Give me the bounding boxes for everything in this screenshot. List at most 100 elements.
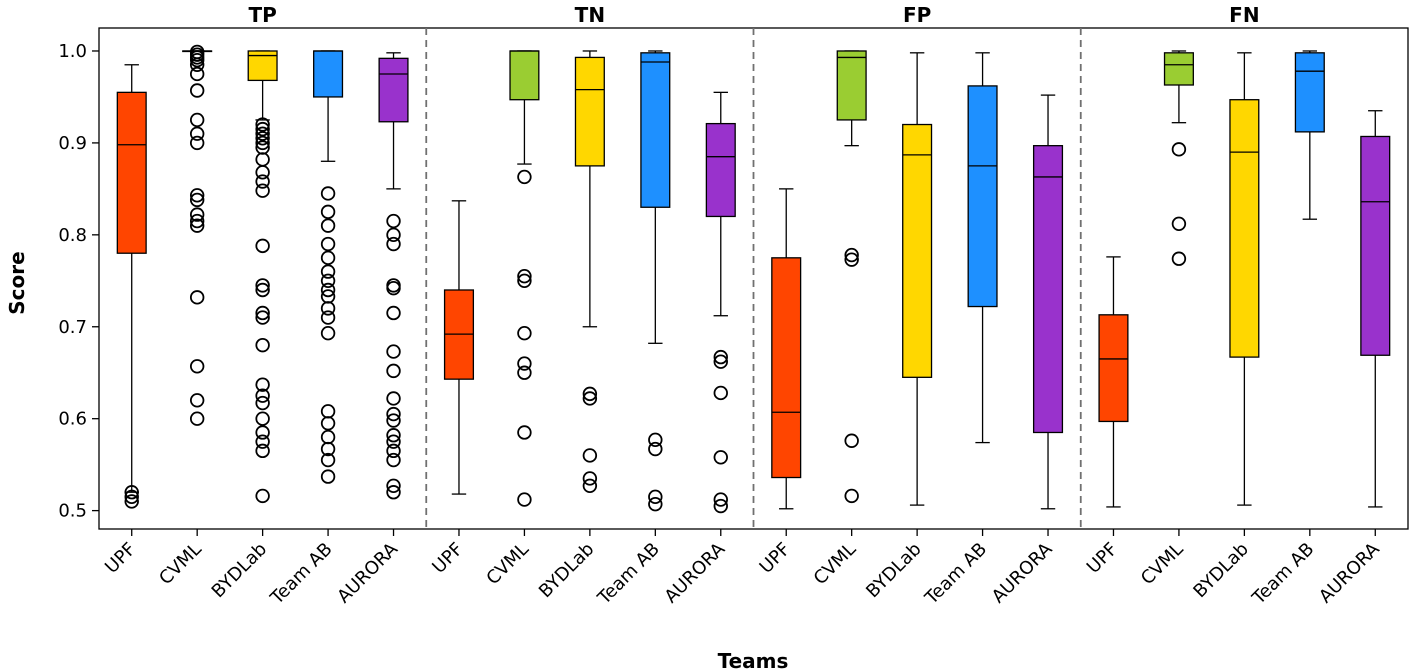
outlier-point: [320, 204, 336, 220]
outlier-point: [386, 344, 401, 359]
outlier-point: [386, 434, 401, 449]
x-tick-label: UPF: [1083, 539, 1122, 578]
panel-title: FN: [1229, 3, 1259, 27]
outlier-point: [189, 66, 205, 82]
outlier-point: [517, 169, 532, 185]
outlier-point: [189, 135, 205, 151]
outlier-point: [517, 425, 532, 440]
box: [1098, 314, 1129, 423]
outlier-point: [255, 131, 270, 146]
outlier-point: [386, 363, 401, 379]
outlier-point: [386, 213, 401, 229]
x-tick-label: UPF: [428, 539, 467, 578]
box: [1229, 99, 1260, 358]
y-tick-label: 0.9: [58, 133, 87, 154]
outlier-point: [386, 413, 401, 428]
box: [836, 50, 867, 121]
outlier-point: [713, 450, 728, 465]
box: [509, 50, 540, 101]
x-tick-label: CVML: [1137, 539, 1188, 590]
outlier-point: [320, 452, 336, 468]
outlier-point: [386, 406, 401, 422]
outlier-point: [320, 264, 336, 279]
outlier-point: [320, 301, 336, 316]
outlier-point: [713, 349, 728, 365]
box: [640, 52, 671, 208]
outlier-point: [386, 485, 401, 500]
box: [574, 56, 605, 167]
outlier-point: [582, 386, 598, 402]
outlier-point: [255, 282, 270, 298]
outlier-point: [255, 388, 270, 403]
outlier-point: [320, 325, 336, 341]
box: [378, 57, 409, 123]
outlier-point: [517, 269, 532, 284]
outlier-point: [255, 174, 270, 189]
outlier-point: [255, 165, 270, 180]
x-tick-label: Team AB: [266, 539, 337, 610]
y-axis-label: Score: [5, 251, 29, 314]
outlier-point: [255, 278, 270, 293]
outlier-point: [386, 278, 401, 293]
x-tick-label: Team AB: [1248, 539, 1319, 610]
outlier-point: [189, 213, 205, 229]
outlier-point: [189, 44, 205, 60]
outlier-point: [320, 218, 336, 233]
outlier-point: [189, 112, 205, 128]
outlier-point: [124, 494, 139, 509]
x-tick-label: AURORA: [661, 538, 730, 607]
outlier-point: [189, 411, 205, 426]
outlier-point: [255, 238, 270, 254]
panel-title: TP: [248, 3, 276, 27]
outlier-point: [255, 443, 270, 459]
outlier-point: [255, 183, 270, 198]
x-tick-label: UPF: [101, 539, 140, 578]
outlier-point: [255, 337, 270, 353]
x-tick-label: CVML: [155, 539, 206, 590]
x-tick-label: AURORA: [1315, 538, 1384, 607]
outlier-point: [582, 478, 598, 493]
x-tick-label: BYDLab: [1189, 539, 1252, 602]
box: [967, 85, 998, 308]
outlier-point: [1171, 216, 1187, 232]
outlier-point: [844, 247, 859, 263]
x-tick-label: CVML: [482, 539, 533, 590]
outlier-point: [255, 152, 270, 167]
box: [313, 50, 344, 98]
outlier-point: [648, 489, 663, 505]
outlier-point: [582, 471, 598, 486]
outlier-point: [517, 273, 532, 288]
outlier-point: [320, 469, 336, 484]
outlier-point: [320, 250, 336, 266]
box: [705, 122, 736, 218]
box: [116, 91, 147, 254]
x-tick-label: AURORA: [333, 538, 402, 607]
outlier-point: [189, 188, 205, 203]
outlier-point: [320, 273, 336, 288]
x-tick-label: CVML: [810, 539, 861, 590]
outlier-point: [713, 354, 728, 369]
outlier-point: [189, 393, 205, 408]
outlier-point: [320, 186, 336, 201]
outlier-point: [713, 492, 728, 507]
outlier-point: [124, 489, 139, 505]
outlier-point: [386, 452, 401, 468]
outlier-point: [1171, 142, 1187, 157]
x-tick-label: AURORA: [988, 538, 1057, 607]
y-tick-label: 0.5: [58, 501, 87, 522]
outlier-point: [386, 478, 401, 493]
box: [1294, 52, 1325, 133]
outlier-point: [517, 365, 532, 380]
box: [1032, 145, 1064, 434]
outlier-point: [255, 377, 270, 392]
outlier-point: [255, 121, 270, 137]
outlier-point: [255, 488, 270, 504]
outlier-point: [386, 443, 401, 459]
panel-title: FP: [903, 3, 931, 27]
outlier-point: [713, 385, 728, 401]
outlier-point: [255, 395, 270, 411]
outlier-point: [582, 391, 598, 406]
box: [1163, 52, 1194, 86]
